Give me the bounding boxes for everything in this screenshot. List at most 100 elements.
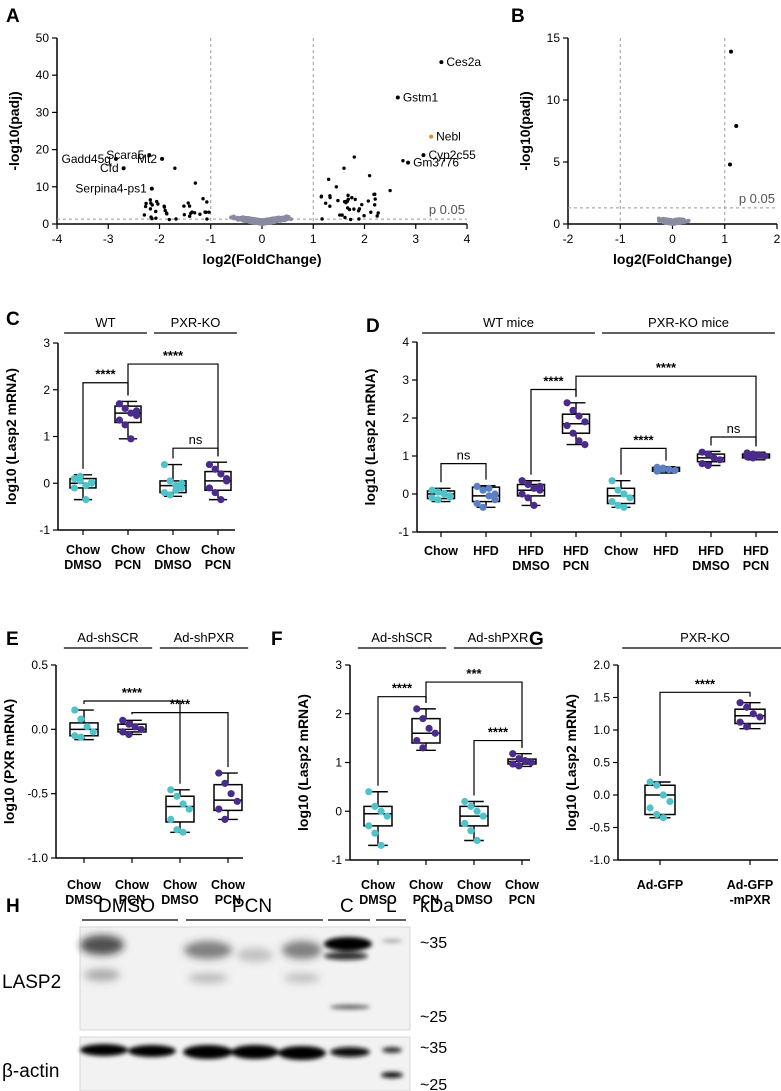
- y-tick-label: 1.0: [593, 723, 610, 737]
- western-blot: DMSO PCN C L kDa LASP2 ~35 ~25: [2, 896, 454, 1091]
- significance-label: p 0.05: [429, 202, 465, 217]
- data-point: [485, 492, 493, 500]
- y-tick-label: 0.5: [593, 756, 610, 770]
- significant-point: [192, 211, 197, 215]
- significant-point: [375, 214, 379, 218]
- data-point: [653, 781, 661, 789]
- significance-label: ****: [95, 367, 116, 382]
- data-point: [428, 494, 436, 502]
- group-label: Ad-shPXR: [468, 630, 529, 645]
- significance-bracket: [440, 463, 487, 483]
- volcano-point: [288, 217, 293, 222]
- volcano-point: [284, 215, 289, 220]
- significant-point: [186, 201, 190, 205]
- data-point: [132, 407, 141, 415]
- data-point: [473, 499, 481, 508]
- data-point: [217, 496, 225, 504]
- x-axis-label: log2(FoldChange): [203, 251, 322, 267]
- data-point: [518, 490, 526, 498]
- significant-point: [373, 192, 377, 196]
- data-point: [743, 703, 751, 711]
- y-axis-label: log10 (PXR mRNA): [1, 699, 17, 824]
- labeled-point: [421, 153, 426, 158]
- significant-point: [353, 197, 357, 202]
- significant-point: [162, 204, 166, 208]
- significance-bracket: [172, 447, 219, 459]
- category-label: PCN: [119, 893, 145, 907]
- data-point: [736, 718, 744, 726]
- volcano-point: [232, 216, 237, 221]
- y-tick-label: -1: [398, 525, 409, 539]
- data-point: [217, 470, 225, 478]
- y-tick-label: 0: [43, 476, 50, 490]
- x-tick-label: 2: [774, 232, 781, 246]
- data-point: [518, 477, 526, 485]
- data-point: [365, 822, 373, 830]
- data-point: [527, 758, 535, 767]
- data-point: [479, 812, 487, 820]
- category-label: Chow: [604, 544, 638, 558]
- y-axis-label: -log10(padj): [517, 91, 533, 170]
- data-point: [659, 814, 667, 822]
- data-point: [563, 399, 571, 407]
- blot-group-pcn: PCN: [232, 896, 272, 917]
- significant-point: [352, 155, 356, 159]
- data-point: [172, 486, 180, 494]
- volcano-point: [662, 217, 667, 222]
- data-point: [653, 467, 661, 475]
- data-point: [227, 790, 235, 798]
- significant-point: [326, 177, 331, 182]
- data-point: [167, 786, 175, 794]
- significant-point: [376, 211, 380, 215]
- y-tick-label: 3: [43, 336, 50, 350]
- significant-point: [148, 207, 153, 211]
- data-point: [563, 422, 571, 430]
- data-point: [166, 477, 174, 485]
- panel-label-f: F: [271, 629, 283, 650]
- category-label: Chow: [66, 543, 100, 557]
- volcano-point: [261, 221, 266, 226]
- data-point: [434, 488, 442, 496]
- category-label: DMSO: [154, 558, 192, 572]
- group-label: Ad-shSCR: [371, 630, 432, 645]
- data-point: [125, 720, 133, 728]
- data-point: [626, 494, 634, 502]
- significant-point: [360, 202, 364, 207]
- category-label: Chow: [424, 544, 458, 558]
- data-point: [491, 496, 499, 504]
- data-point: [83, 723, 91, 731]
- blot-group-l: L: [386, 896, 397, 917]
- y-tick-label: 1: [335, 756, 342, 770]
- group-label: WT mice: [483, 315, 534, 330]
- significance-bracket: [131, 712, 229, 768]
- significant-point: [164, 211, 169, 215]
- y-tick-label: -1: [39, 523, 50, 537]
- significant-point: [348, 217, 353, 222]
- data-point: [77, 733, 85, 741]
- data-point: [710, 454, 718, 462]
- y-tick-label: 20: [36, 143, 50, 157]
- data-point: [166, 491, 174, 499]
- data-point: [70, 474, 79, 483]
- data-point: [743, 453, 751, 461]
- significant-point: [401, 159, 405, 163]
- data-point: [467, 827, 475, 835]
- significance-label: ns: [189, 432, 203, 447]
- data-point: [698, 460, 706, 468]
- significant-point: [198, 212, 202, 216]
- y-tick-label: -0.5: [27, 787, 48, 801]
- x-tick-label: -1: [205, 232, 216, 246]
- data-point: [221, 815, 229, 824]
- volcano-point: [674, 220, 679, 225]
- category-label: Chow: [156, 543, 190, 557]
- data-point: [755, 451, 763, 459]
- significant-point: [207, 210, 211, 214]
- panel-label-e: E: [6, 629, 19, 650]
- data-point: [431, 729, 439, 737]
- significant-point: [163, 208, 167, 213]
- significance-label: ****: [543, 374, 564, 389]
- y-tick-label: 1: [402, 449, 409, 463]
- significant-point: [328, 204, 332, 208]
- data-point: [536, 482, 544, 490]
